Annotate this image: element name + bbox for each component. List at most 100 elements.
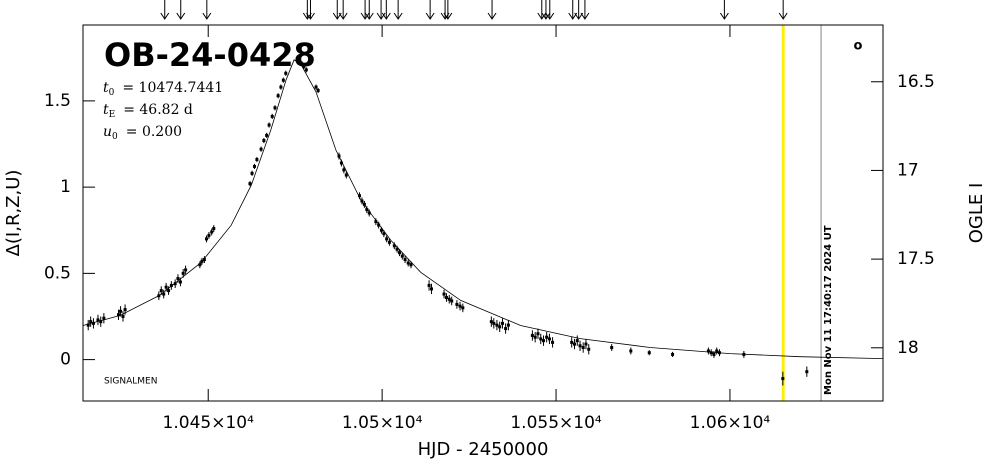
data-point xyxy=(805,370,809,374)
arrow xyxy=(338,0,348,20)
data-point xyxy=(314,85,318,89)
data-point xyxy=(542,339,546,343)
data-point xyxy=(198,263,202,267)
annotation: SIGNALMEN xyxy=(104,377,157,387)
data-point xyxy=(162,292,166,296)
arrow-head xyxy=(778,12,788,20)
y2-axis-label: OGLE I xyxy=(966,183,986,244)
parameter: tE = 46.82 d xyxy=(103,102,193,120)
marker-label: Mon Nov 11 17:40:17 2024 UT xyxy=(823,225,834,395)
y-tick-label: 0 xyxy=(60,350,71,370)
data-point xyxy=(173,282,177,286)
data-point xyxy=(444,296,448,300)
arrow-head xyxy=(487,12,497,20)
data-point xyxy=(202,258,206,262)
data-point xyxy=(116,313,120,317)
arrow xyxy=(541,0,551,20)
y2-tick-label: 16.5 xyxy=(897,72,935,92)
arrow-head xyxy=(545,12,555,20)
data-point xyxy=(570,340,574,344)
data-point xyxy=(86,323,90,327)
data-point xyxy=(181,271,185,275)
data-point xyxy=(706,349,710,353)
data-point xyxy=(184,268,188,272)
data-point xyxy=(489,320,493,324)
y2-tick-label: 18 xyxy=(897,338,919,358)
data-point xyxy=(382,232,386,236)
data-point xyxy=(427,283,431,287)
data-point xyxy=(358,194,362,198)
data-point xyxy=(450,299,454,303)
data-point xyxy=(212,227,216,231)
parameter-symbol: t xyxy=(103,80,109,96)
arrow-head xyxy=(381,12,391,20)
parameter: u0 = 0.200 xyxy=(103,124,182,142)
data-point xyxy=(96,318,100,322)
data-point xyxy=(551,340,555,344)
parameter-symbol: u xyxy=(103,124,112,140)
data-point xyxy=(99,320,103,324)
arrow-head xyxy=(443,12,453,20)
data-point xyxy=(204,237,208,241)
x-tick-label: 1.045×10⁴ xyxy=(163,413,255,433)
data-point xyxy=(629,349,633,353)
data-point xyxy=(207,233,211,237)
data-point xyxy=(392,244,396,248)
data-point xyxy=(575,339,579,343)
data-point xyxy=(259,147,263,151)
data-point xyxy=(255,158,259,162)
data-point xyxy=(121,314,125,318)
data-point xyxy=(781,377,785,381)
y-tick-label: 1 xyxy=(60,177,71,197)
data-point xyxy=(267,123,271,127)
data-point xyxy=(581,346,585,350)
data-point xyxy=(379,228,383,232)
data-point xyxy=(539,337,543,341)
data-point xyxy=(671,352,675,356)
data-point xyxy=(169,283,173,287)
y2-tick-label: 17 xyxy=(897,160,919,180)
data-point xyxy=(504,327,508,331)
parameter-subscript: 0 xyxy=(109,88,115,98)
data-point xyxy=(712,352,716,356)
arrow-head xyxy=(360,12,370,20)
data-point xyxy=(250,171,254,175)
data-point xyxy=(360,199,364,203)
data-point xyxy=(89,320,93,324)
arrow xyxy=(393,0,403,20)
data-point xyxy=(442,292,446,296)
data-point xyxy=(342,168,346,172)
data-point xyxy=(395,247,399,251)
arrow-head xyxy=(580,12,590,20)
parameter-subscript: 0 xyxy=(112,132,118,142)
data-point xyxy=(409,263,413,267)
arrow xyxy=(443,0,453,20)
data-point xyxy=(647,351,651,355)
data-point xyxy=(281,78,285,82)
data-point xyxy=(248,182,252,186)
data-point xyxy=(406,261,410,265)
corner-mark: o xyxy=(854,39,863,54)
data-point xyxy=(102,316,106,320)
data-point xyxy=(533,335,537,339)
data-point xyxy=(210,230,214,234)
arrow xyxy=(778,0,788,20)
data-point xyxy=(119,309,123,313)
model-curve xyxy=(82,59,884,359)
arrow-head xyxy=(541,12,551,20)
data-point xyxy=(262,139,266,143)
data-point xyxy=(715,349,719,353)
data-point xyxy=(279,85,283,89)
data-point xyxy=(584,342,588,346)
y2-tick-label: 17.5 xyxy=(897,249,935,269)
data-point xyxy=(178,280,182,284)
arrow-head xyxy=(176,12,186,20)
data-point xyxy=(316,89,320,93)
arrow xyxy=(176,0,186,20)
data-point xyxy=(176,277,180,281)
arrow-head xyxy=(574,12,584,20)
data-point xyxy=(91,321,95,325)
parameter-subscript: E xyxy=(109,110,116,120)
data-point xyxy=(377,223,381,227)
